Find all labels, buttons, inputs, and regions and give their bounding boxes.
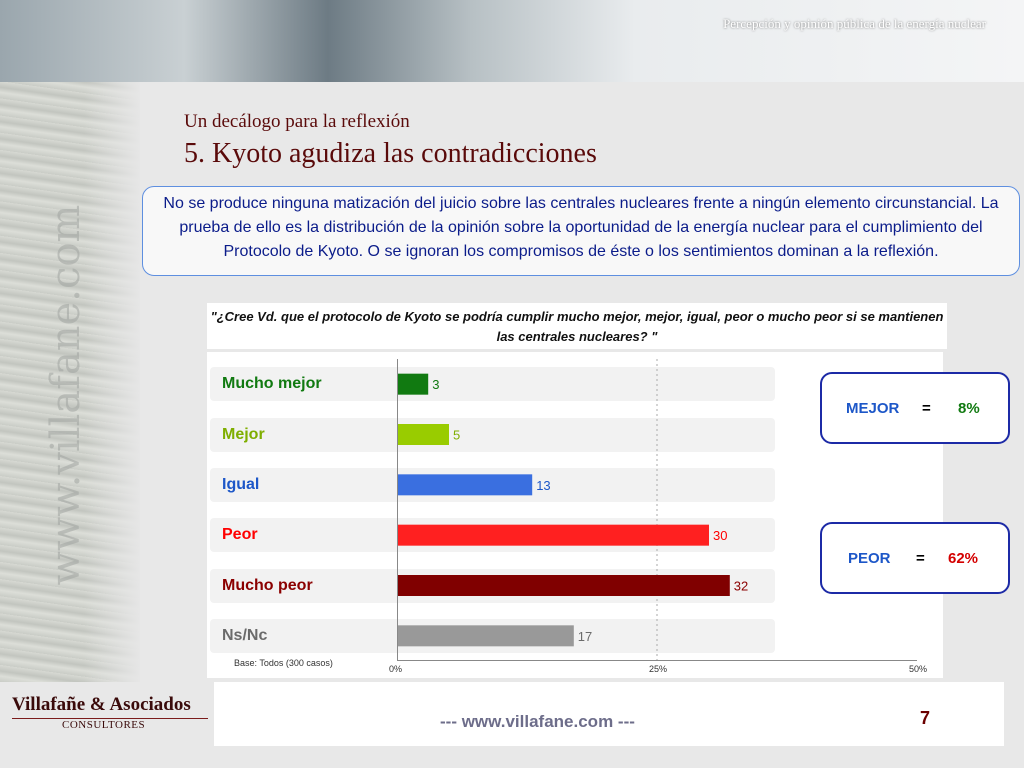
bar-mucho-peor: [398, 575, 730, 596]
header-title: Percepción y opinión pública de la energ…: [723, 16, 986, 31]
bar-igual: [398, 474, 533, 496]
data-label: 17: [578, 629, 592, 644]
slide-subtitle: Un decálogo para la reflexión: [184, 111, 410, 132]
page-number: 7: [920, 708, 931, 728]
summary-mejor-label: MEJOR: [846, 400, 900, 417]
data-label: 32: [734, 579, 748, 594]
category-panel: [210, 417, 775, 452]
category-label: Peor: [222, 526, 258, 544]
category-label: Mucho peor: [222, 576, 313, 594]
category-panel: [210, 367, 775, 402]
brand-divider: [12, 718, 208, 719]
callout-box: No se produce ninguna matización del jui…: [142, 186, 1020, 276]
category-label: Ns/Nc: [222, 626, 268, 644]
chart-title: "¿Cree Vd. que el protocolo de Kyoto se …: [210, 309, 944, 344]
brand-subtitle: CONSULTORES: [62, 719, 146, 731]
summary-peor: PEOR = 62%: [820, 522, 1010, 594]
data-label: 3: [432, 377, 439, 392]
bar-mejor: [398, 424, 449, 445]
tick-label: 0%: [389, 664, 403, 674]
chart-base-note: Base: Todos (300 casos): [234, 658, 333, 668]
left-texture-strip: [0, 82, 140, 682]
bar-mucho-mejor: [398, 373, 429, 395]
category-label: Mucho mejor: [222, 375, 322, 393]
brand-name: Villafañe & Asociados: [12, 694, 191, 715]
summary-mejor-value: 8%: [958, 400, 980, 417]
tick-label: 50%: [909, 664, 928, 674]
slide-title: 5. Kyoto agudiza las contradicciones: [184, 138, 597, 169]
callout-text: No se produce ninguna matización del jui…: [163, 195, 999, 260]
watermark-text: www.villafane.com: [43, 204, 89, 586]
footer-panel: [214, 682, 1004, 746]
data-label: 13: [536, 478, 550, 493]
footer-url[interactable]: --- www.villafane.com ---: [440, 712, 635, 731]
summary-peor-label: PEOR: [848, 550, 891, 567]
bar-ns-nc: [398, 625, 574, 647]
watermark: www.villafane.com: [26, 195, 106, 595]
tick-label: 25%: [649, 664, 668, 674]
bar-chart: 3 5 13 30 32 17: [397, 359, 917, 661]
header-band: [0, 0, 1024, 82]
data-label: 30: [713, 528, 727, 543]
summary-peor-value: 62%: [948, 550, 979, 567]
category-label: Mejor: [222, 425, 265, 443]
summary-peor-eq: =: [916, 550, 925, 567]
summary-mejor-eq: =: [922, 400, 931, 417]
summary-mejor: MEJOR = 8%: [820, 372, 1010, 444]
category-label: Igual: [222, 475, 260, 493]
data-label: 5: [453, 428, 460, 443]
bar-peor: [398, 524, 709, 546]
chart-question: "¿Cree Vd. que el protocolo de Kyoto se …: [207, 303, 947, 349]
